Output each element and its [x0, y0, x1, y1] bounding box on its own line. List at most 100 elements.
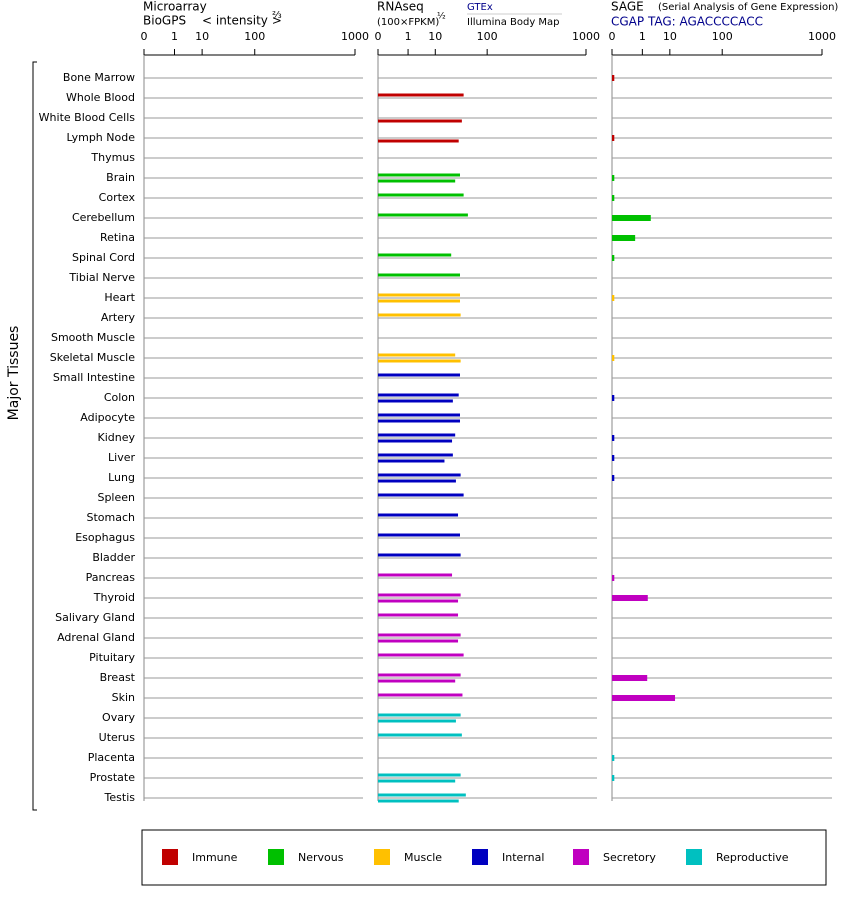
bar: [378, 533, 461, 537]
scale-label: < intensity >: [202, 14, 282, 28]
row-label: Cerebellum: [72, 211, 135, 224]
legend-label: Secretory: [603, 851, 656, 864]
bar: [612, 395, 615, 401]
bar: [378, 433, 456, 437]
bar: [378, 593, 461, 597]
row-label: Brain: [106, 171, 135, 184]
panel-subtitle: (100×FPKM): [377, 17, 439, 28]
bar: [378, 679, 456, 683]
bar: [378, 399, 453, 403]
legend-label: Muscle: [404, 851, 442, 864]
x-tick-label: 1: [405, 30, 412, 43]
bar: [378, 179, 456, 183]
row-label: Esophagus: [75, 531, 135, 544]
bar: [378, 693, 463, 697]
bar: [612, 215, 651, 221]
bar: [378, 359, 461, 363]
x-tick-label: 1000: [808, 30, 836, 43]
bar: [378, 413, 461, 417]
x-tick-label: 0: [375, 30, 382, 43]
bar: [612, 295, 615, 301]
bar: [612, 175, 615, 181]
bar: [378, 513, 459, 517]
row-label: Skeletal Muscle: [50, 351, 135, 364]
panel-title: Microarray: [143, 0, 207, 14]
x-tick-label: 0: [609, 30, 616, 43]
row-label: Testis: [104, 791, 136, 804]
row-label: Kidney: [97, 431, 135, 444]
row-label: Adrenal Gland: [57, 631, 135, 644]
bar: [612, 435, 615, 441]
row-label: Heart: [104, 291, 135, 304]
row-label: Prostate: [90, 771, 136, 784]
bar: [378, 713, 461, 717]
x-tick-label: 1: [171, 30, 178, 43]
bar: [612, 675, 648, 681]
bar: [378, 719, 456, 723]
row-label: Uterus: [99, 731, 136, 744]
bar: [612, 755, 615, 761]
row-label: Bone Marrow: [63, 71, 135, 84]
axis-label: Major Tissues: [6, 326, 22, 421]
row-label: Retina: [100, 231, 135, 244]
bar: [612, 75, 615, 81]
x-tick-label: 1000: [572, 30, 600, 43]
bar: [378, 479, 456, 483]
row-label: Lung: [108, 471, 135, 484]
x-tick-label: 100: [244, 30, 265, 43]
exponent: ½: [437, 12, 446, 22]
legend-label: Reproductive: [716, 851, 789, 864]
bar: [378, 293, 461, 297]
bar: [612, 695, 676, 701]
row-label: Smooth Muscle: [51, 331, 135, 344]
bar: [612, 475, 615, 481]
bar: [378, 273, 461, 277]
bar: [612, 235, 636, 241]
row-label: Spleen: [97, 491, 135, 504]
panel-title: RNAseq: [377, 0, 424, 14]
legend-swatch: [374, 849, 390, 865]
row-label: Bladder: [92, 551, 135, 564]
bar: [378, 373, 461, 377]
legend-swatch: [162, 849, 178, 865]
x-tick-label: 10: [195, 30, 209, 43]
legend-box: [141, 829, 827, 886]
bar: [378, 493, 464, 497]
series-label: Illumina Body Map: [467, 17, 560, 28]
bracket: [32, 61, 37, 811]
bar: [378, 353, 456, 357]
bar: [378, 459, 445, 463]
legend-label: Immune: [192, 851, 238, 864]
legend-swatch: [686, 849, 702, 865]
bar: [378, 613, 459, 617]
row-label: Lymph Node: [66, 131, 135, 144]
bar: [378, 633, 461, 637]
panel-title: SAGE: [611, 0, 644, 14]
bar: [378, 193, 464, 197]
bar: [378, 313, 461, 317]
bar: [378, 439, 453, 443]
bar: [378, 599, 459, 603]
bar: [612, 575, 615, 581]
bar: [378, 793, 466, 797]
bar: [378, 93, 464, 97]
row-label: Artery: [101, 311, 136, 324]
bar: [378, 773, 461, 777]
x-tick-label: 100: [477, 30, 498, 43]
row-label: Placenta: [88, 751, 135, 764]
bar: [612, 775, 615, 781]
panel-note: (Serial Analysis of Gene Expression): [658, 2, 838, 13]
bar: [378, 419, 461, 423]
row-label: Thymus: [90, 151, 135, 164]
bar: [378, 119, 462, 123]
exponent: ⅔: [272, 10, 282, 21]
legend-label: Nervous: [298, 851, 344, 864]
legend-swatch: [268, 849, 284, 865]
row-label: Salivary Gland: [55, 611, 135, 624]
legend-swatch: [472, 849, 488, 865]
bar: [378, 733, 462, 737]
row-label: Whole Blood: [66, 91, 135, 104]
row-label: Thyroid: [93, 591, 135, 604]
legend-swatch: [573, 849, 589, 865]
